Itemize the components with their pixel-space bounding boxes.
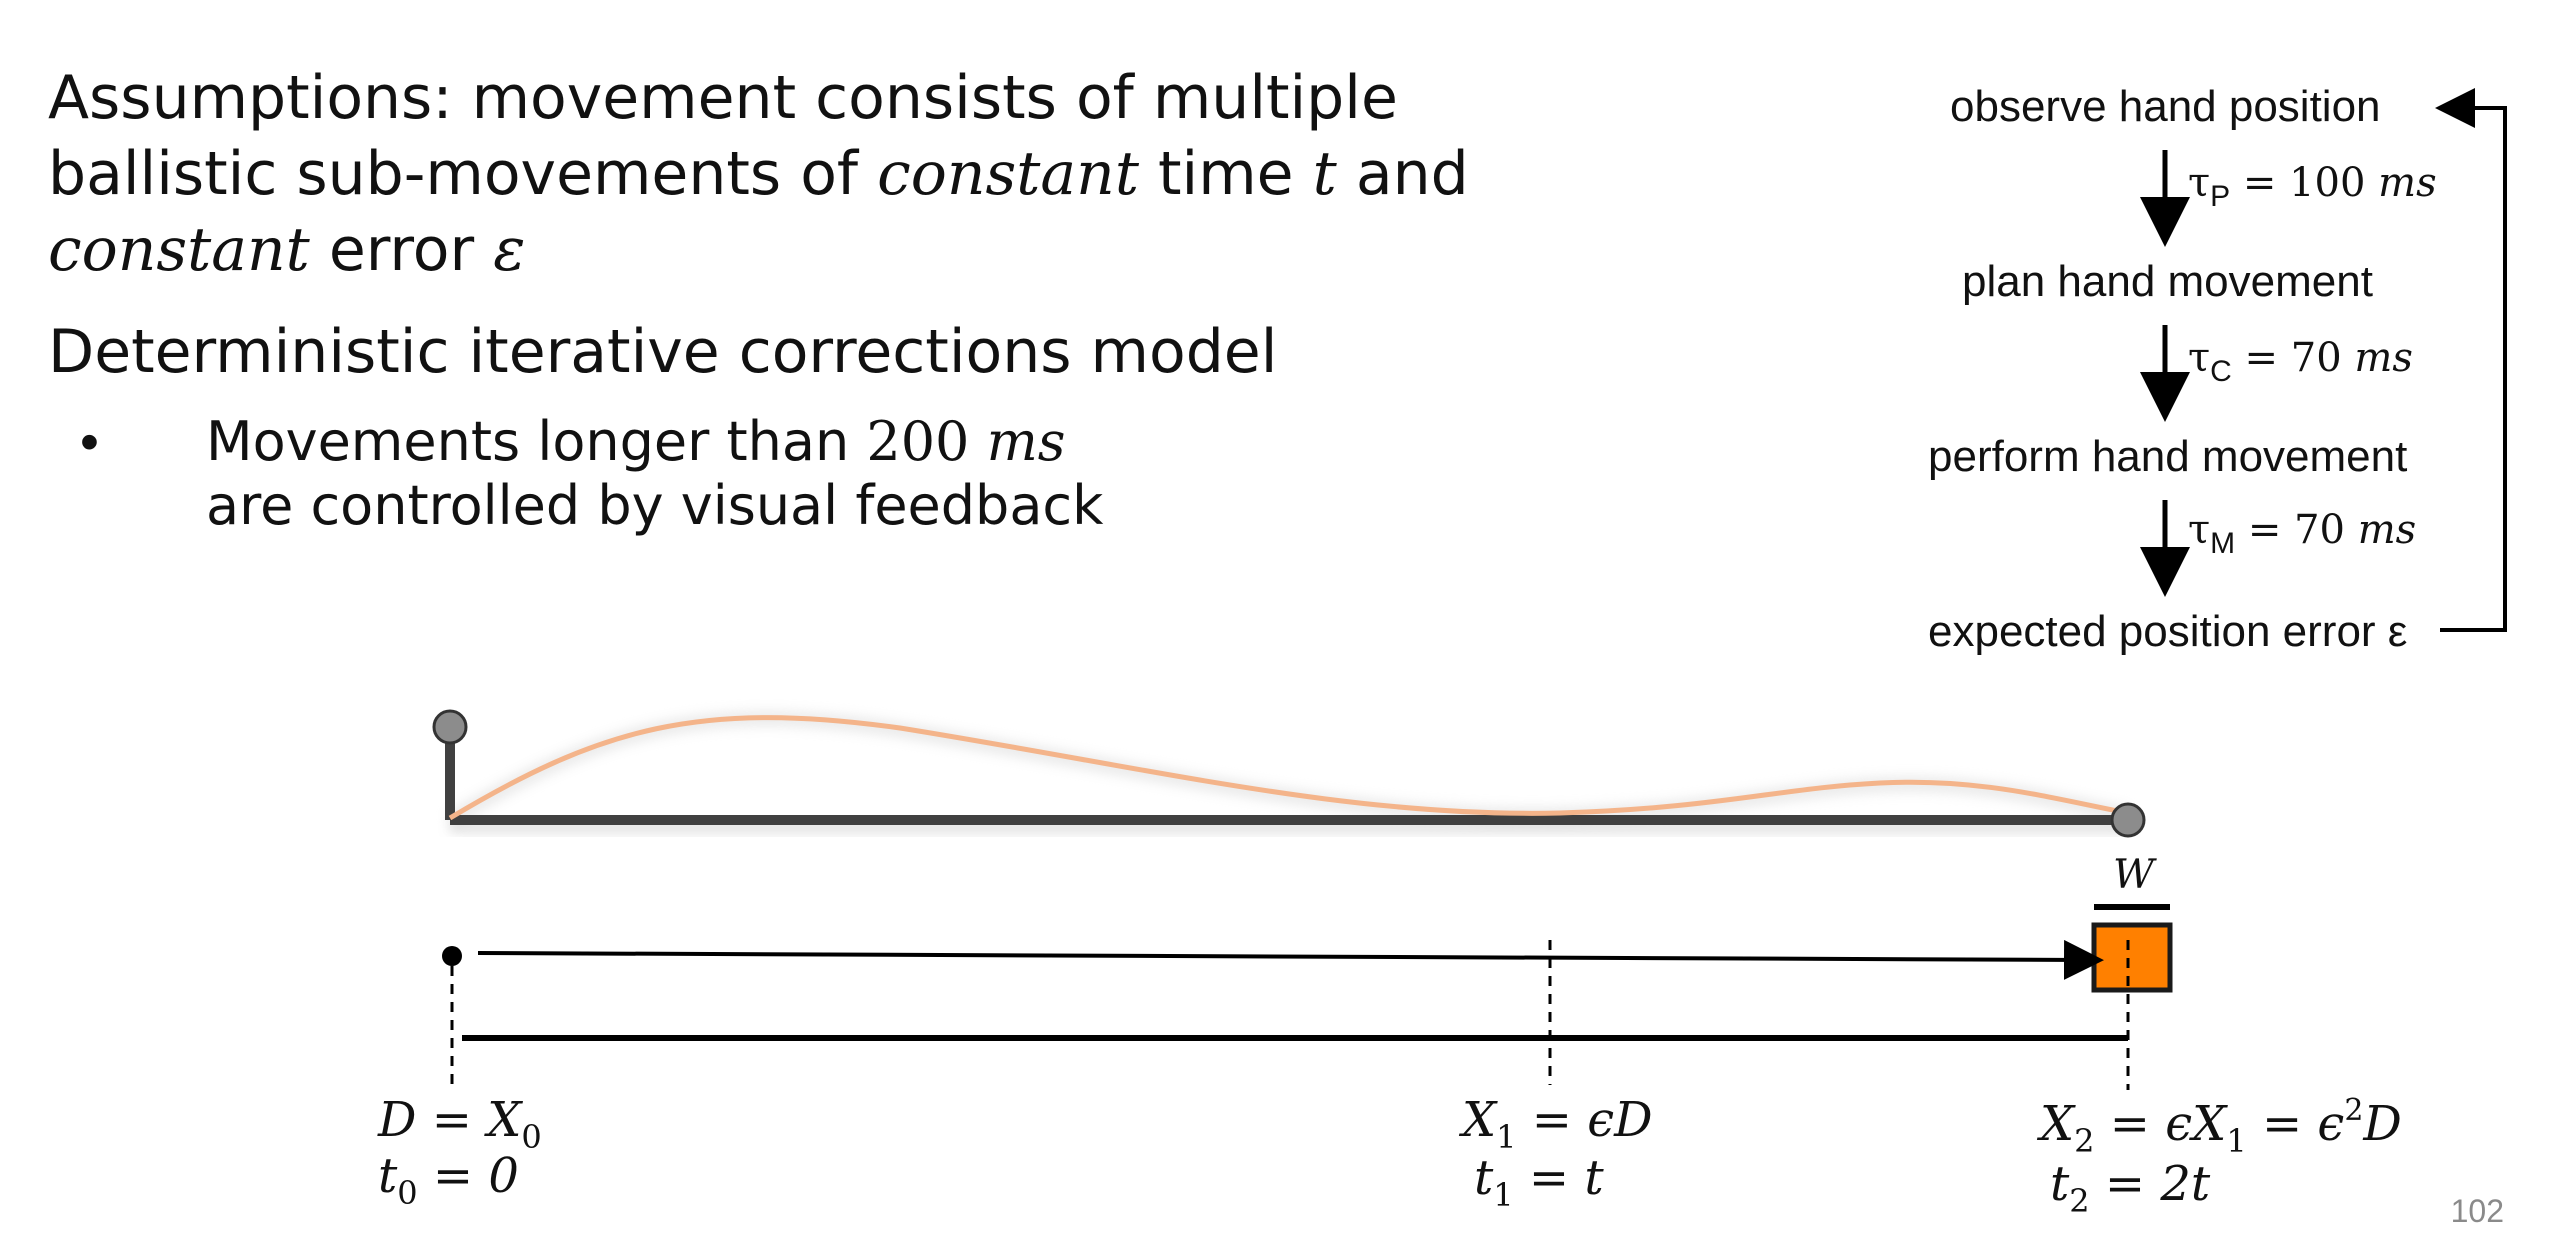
tau-symbol-c: τ (2188, 335, 2211, 381)
bullet-text-pre: Movements longer than (206, 410, 867, 473)
tau-sub-p: P (2210, 180, 2231, 213)
bullet-unit: ms (986, 410, 1066, 473)
assumptions-text-2a: ballistic sub-movements of (48, 139, 878, 209)
tau-unit-p: ms (2378, 160, 2437, 206)
movement-bar (432, 709, 2146, 838)
start-position-label: D = X0 (378, 1092, 542, 1156)
loop-step-perform: perform hand movement (1928, 432, 2408, 481)
target-box (2091, 922, 2173, 993)
tau-sub-m: M (2210, 527, 2236, 560)
assumptions-line-2: ballistic sub-movements of constant time… (48, 136, 1498, 212)
end-knob (2110, 802, 2146, 838)
bar-shadow (450, 822, 2130, 832)
mid-t-text: t (1474, 1150, 1494, 1206)
error-variable: ε (493, 215, 526, 285)
delay-cognition: τC = 70 ms (2188, 335, 2413, 388)
start-time-label: t0 = 0 (378, 1148, 519, 1212)
movement-schematic (442, 904, 2173, 1090)
mid-t-sub: 1 (1493, 1176, 1514, 1214)
tau-unit-m: ms (2357, 507, 2417, 553)
start-x-text: D = X (378, 1092, 522, 1148)
end-x-sub2: 1 (2226, 1122, 2247, 1160)
loop-step-plan: plan hand movement (1962, 257, 2373, 306)
start-t-sub: 0 (397, 1174, 418, 1212)
mid-x-val: = ϵD (1516, 1092, 1653, 1148)
width-label: W (2113, 852, 2155, 898)
end-time-label: t2 = 2t (2050, 1156, 2211, 1220)
tau-sub-c: C (2210, 355, 2232, 388)
start-dot (442, 946, 462, 966)
time-variable: t (1312, 139, 1337, 209)
tau-unit-c: ms (2354, 335, 2413, 381)
tau-value-c: = 70 (2244, 335, 2342, 381)
page-number: 102 (2450, 1193, 2504, 1229)
end-x-val1: = ϵX (2094, 1096, 2227, 1152)
mid-t-val: = t (1513, 1150, 1604, 1206)
loop-step-observe: observe hand position (1950, 82, 2381, 131)
end-t-sub: 2 (2069, 1182, 2090, 1220)
tau-value-p: = 100 (2242, 160, 2366, 206)
loop-arrows (2140, 88, 2507, 632)
tau-symbol-p: τ (2188, 160, 2211, 206)
assumptions-text-3: error (309, 215, 494, 285)
end-x-val3: D (2363, 1096, 2402, 1152)
assumptions-text-2b: time (1138, 139, 1313, 209)
mid-time-label: t1 = t (1474, 1150, 1604, 1214)
bullet-dot: • (80, 412, 99, 472)
end-x-sub: 2 (2074, 1122, 2095, 1160)
assumptions-block: Assumptions: movement consists of multip… (48, 60, 1498, 392)
end-t-val: = 2t (2089, 1156, 2211, 1212)
delay-perception: τP = 100 ms (2188, 160, 2437, 213)
assumptions-line-1: Assumptions: movement consists of multip… (48, 60, 1498, 136)
end-t-text: t (2050, 1156, 2070, 1212)
bullet-line-1: Movements longer than 200 ms (206, 410, 1103, 474)
mid-x-text: X (1462, 1092, 1497, 1148)
constant-word-2: constant (48, 215, 310, 285)
model-heading: Deterministic iterative corrections mode… (48, 317, 1278, 387)
end-position-label: X2 = ϵX1 = ϵ2D (2040, 1093, 2402, 1160)
movement-arrow (477, 939, 2104, 980)
end-x-text: X (2040, 1096, 2075, 1152)
assumptions-line-3: constant error ε (48, 212, 1498, 288)
trajectory-shadow (446, 711, 2130, 827)
tau-value-m: = 70 (2247, 507, 2345, 553)
bullet-line-2: are controlled by visual feedback (206, 474, 1104, 537)
start-t-val: = 0 (417, 1148, 519, 1204)
end-x-val2: = ϵ (2246, 1096, 2345, 1152)
loop-step-error: expected position error ε (1928, 607, 2408, 656)
mid-position-label: X1 = ϵD (1462, 1092, 1653, 1156)
feedback-return-arrow (2435, 88, 2507, 632)
start-x-sub: 0 (521, 1118, 542, 1156)
mid-x-sub: 1 (1496, 1118, 1517, 1156)
end-x-sup: 2 (2344, 1093, 2364, 1128)
delay-motor: τM = 70 ms (2188, 507, 2417, 560)
bullet-text: Movements longer than 200 ms are control… (206, 410, 1103, 538)
tau-symbol-m: τ (2188, 507, 2211, 553)
constant-word-1: constant (877, 139, 1139, 209)
bullet-value: 200 (866, 410, 970, 473)
start-knob (432, 709, 468, 745)
assumptions-text-1: Assumptions: movement consists of multip… (48, 63, 1398, 133)
trajectory-curve (448, 715, 2129, 821)
start-t-text: t (378, 1148, 398, 1204)
assumptions-text-2c: and (1336, 139, 1469, 209)
